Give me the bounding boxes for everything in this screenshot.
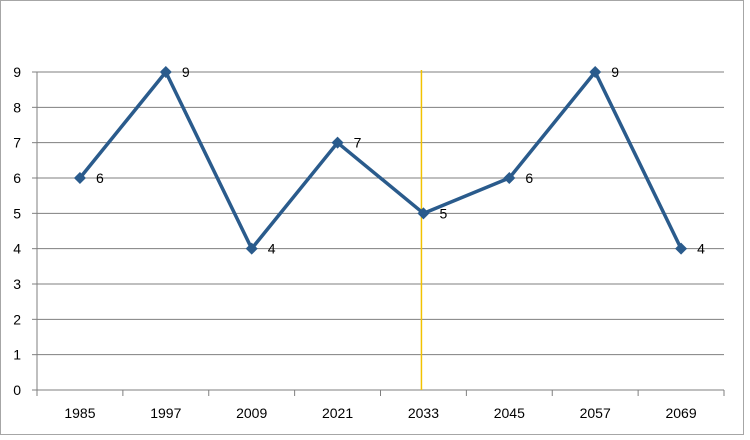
y-tick-label: 3 — [13, 276, 21, 292]
y-tick-label: 0 — [13, 382, 21, 398]
x-tick-label: 1997 — [150, 405, 181, 421]
y-tick-label: 8 — [13, 99, 21, 115]
data-point-marker — [245, 242, 258, 255]
data-label: 7 — [354, 135, 362, 151]
data-label: 9 — [611, 64, 619, 80]
series-line — [78, 70, 683, 251]
data-label: 5 — [439, 205, 447, 221]
y-tick-label: 4 — [13, 241, 21, 257]
x-tick-label: 2033 — [408, 405, 439, 421]
y-tick-label: 2 — [13, 311, 21, 327]
x-tick-label: 2045 — [494, 405, 525, 421]
y-tick-label: 9 — [13, 64, 21, 80]
y-tick-label: 1 — [13, 347, 21, 363]
data-label: 9 — [182, 64, 190, 80]
axes: 0 1 2 3 4 5 6 7 8 9 1985 1997 2009 2021 2033 2045 2057 20… — [13, 64, 725, 421]
x-tick-label: 2069 — [665, 405, 696, 421]
data-point-marker — [417, 207, 430, 220]
data-point-marker — [159, 66, 172, 78]
data-point-marker — [503, 172, 516, 184]
y-tick-label: 5 — [13, 205, 21, 221]
x-tick-label: 2021 — [322, 405, 353, 421]
data-point-marker — [331, 136, 344, 149]
data-label: 4 — [268, 241, 276, 257]
data-labels: 6 9 4 7 5 6 9 4 — [96, 64, 705, 257]
x-tick-label: 2009 — [236, 405, 267, 421]
y-tick-label: 6 — [13, 170, 21, 186]
data-label: 6 — [96, 170, 104, 186]
series-group — [73, 66, 688, 255]
x-tick-label: 1985 — [64, 405, 95, 421]
data-point-marker — [589, 66, 602, 78]
x-tick-label: 2057 — [580, 405, 611, 421]
data-label: 4 — [697, 241, 705, 257]
data-point-marker — [73, 172, 86, 184]
y-tick-label: 7 — [13, 135, 21, 151]
data-point-marker — [675, 242, 688, 255]
data-label: 6 — [525, 170, 533, 186]
